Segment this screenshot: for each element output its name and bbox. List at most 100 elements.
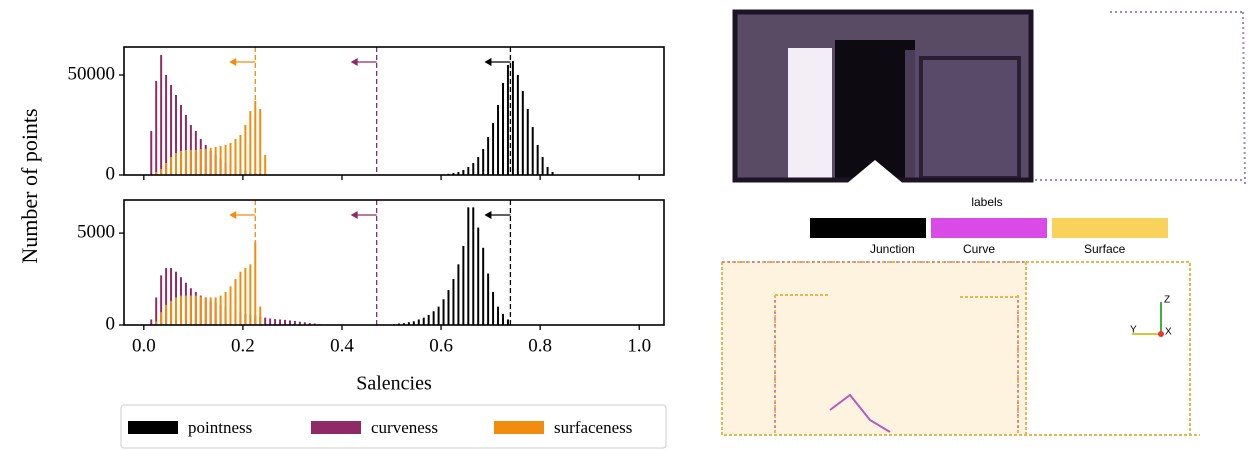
- legend-swatch: [311, 421, 361, 434]
- histogram-bar: [264, 155, 267, 175]
- histogram-bar: [259, 109, 262, 175]
- histogram-bar: [452, 173, 455, 175]
- histogram-bar: [442, 299, 445, 325]
- histogram-bar: [541, 157, 544, 175]
- histogram-bar: [244, 268, 247, 325]
- legend-label: curveness: [371, 418, 438, 437]
- histogram-bar: [427, 314, 430, 325]
- colorbar-segment: [810, 218, 926, 238]
- histogram-bar: [497, 105, 500, 175]
- axis-label: Z: [1164, 295, 1170, 306]
- histogram-bar: [269, 318, 272, 325]
- histogram-bar: [422, 317, 425, 325]
- histogram-bar: [179, 105, 182, 175]
- histogram-bar: [492, 123, 495, 175]
- legend-label: pointness: [188, 418, 252, 437]
- histogram-bar: [477, 227, 480, 325]
- histogram-bar: [184, 150, 187, 175]
- colorbar-label: Curve: [963, 242, 995, 256]
- histogram-bar: [170, 301, 173, 325]
- histogram-bar: [175, 153, 178, 175]
- histogram-bar: [194, 150, 197, 175]
- histogram-bar: [531, 127, 534, 175]
- histogram-bar: [239, 135, 242, 175]
- histogram-bar: [194, 295, 197, 325]
- histogram-bar: [155, 321, 158, 325]
- histogram-bar: [412, 321, 415, 325]
- histogram-bar: [234, 139, 237, 175]
- histogram-bar: [432, 311, 435, 325]
- histogram-bar: [288, 320, 291, 325]
- histogram-bar: [467, 207, 470, 325]
- threshold-arrowhead: [350, 58, 358, 66]
- histogram-bar: [402, 323, 405, 325]
- axis-label: X: [1165, 327, 1172, 338]
- histogram-bar: [160, 169, 163, 175]
- histogram-bar: [521, 91, 524, 175]
- histogram-bar: [179, 151, 182, 175]
- histogram-bar: [482, 149, 485, 175]
- histogram-bar: [249, 264, 252, 325]
- histogram-bar: [477, 157, 480, 175]
- legend-box: [120, 404, 667, 449]
- histogram-bar: [303, 322, 306, 325]
- histogram-bar: [407, 322, 410, 325]
- histogram-bar: [204, 297, 207, 325]
- histogram-bar: [189, 295, 192, 325]
- histogram-bar: [249, 111, 252, 175]
- point-cloud-bottom: [721, 261, 1200, 436]
- histogram-bar: [234, 279, 237, 325]
- histogram-bar: [160, 312, 163, 325]
- histogram-bar: [244, 125, 247, 175]
- histogram-bar: [224, 145, 227, 175]
- colorbar-segment: [1052, 218, 1168, 238]
- histogram-bar: [511, 61, 514, 175]
- histogram-bar: [150, 319, 153, 325]
- histogram-bar: [224, 291, 227, 325]
- colorbar-segment: [931, 218, 1047, 238]
- histogram-bar: [229, 286, 232, 325]
- histogram-bar: [492, 291, 495, 325]
- x-tick-label: 0.6: [429, 335, 453, 356]
- histogram-bar: [284, 319, 286, 325]
- threshold-arrowhead: [229, 58, 237, 66]
- x-tick-label: 0.8: [528, 335, 552, 356]
- histogram-bar: [209, 148, 212, 175]
- axis-label: Y: [1130, 325, 1137, 336]
- histogram-bar: [497, 306, 500, 325]
- legend-label: surfaceness: [554, 418, 632, 437]
- histogram-bar: [279, 319, 282, 325]
- histogram-bar: [165, 163, 168, 175]
- y-tick-label: 0: [106, 313, 116, 334]
- histogram-bar: [209, 297, 212, 325]
- histogram-bar: [462, 245, 465, 325]
- histogram-bar: [293, 320, 296, 325]
- histogram-bar: [239, 271, 242, 325]
- histogram-bar: [264, 317, 267, 325]
- histogram-bar: [214, 297, 217, 325]
- histogram-bar: [516, 75, 519, 175]
- histogram-bar: [502, 83, 504, 175]
- histogram-bar: [457, 172, 460, 175]
- histogram-bar: [155, 297, 158, 325]
- histogram-bar: [150, 131, 153, 175]
- histogram-bar: [506, 319, 509, 325]
- plot-frame: [123, 199, 665, 326]
- histogram-bar: [452, 279, 455, 325]
- histogram-bar: [184, 295, 187, 325]
- histogram-bar: [219, 295, 222, 325]
- threshold-arrowhead: [484, 211, 492, 219]
- x-tick-label: 0.0: [132, 335, 156, 356]
- histogram-bar: [536, 145, 539, 175]
- histogram-bar: [229, 143, 232, 175]
- histogram-bar: [165, 304, 168, 325]
- histogram-bar: [175, 95, 178, 175]
- histogram-bar: [155, 172, 158, 175]
- histogram-bar: [472, 163, 475, 175]
- histogram-bar: [308, 322, 311, 325]
- histogram-bar: [214, 147, 217, 175]
- histogram-bar: [165, 268, 168, 325]
- histogram-bar: [219, 146, 222, 175]
- histogram-bar: [179, 295, 182, 325]
